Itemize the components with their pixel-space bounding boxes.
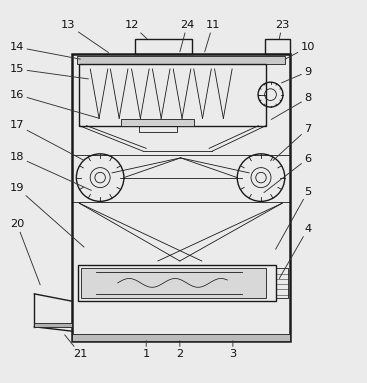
Text: 13: 13: [61, 20, 109, 52]
Text: 9: 9: [281, 67, 312, 83]
Bar: [276, 268, 288, 298]
Text: 7: 7: [273, 124, 312, 160]
Text: 5: 5: [276, 187, 312, 249]
Bar: [135, 39, 192, 54]
Text: 19: 19: [10, 183, 84, 247]
Text: 1: 1: [143, 340, 150, 359]
Bar: [72, 54, 290, 340]
Text: 21: 21: [65, 335, 88, 359]
Text: 4: 4: [279, 224, 311, 278]
Text: 14: 14: [10, 42, 80, 59]
Text: 17: 17: [10, 120, 84, 160]
Text: 23: 23: [275, 20, 290, 39]
Bar: [265, 39, 290, 54]
Text: 15: 15: [10, 64, 88, 79]
Bar: [121, 119, 195, 126]
Text: 2: 2: [176, 340, 184, 359]
Bar: [79, 64, 266, 126]
Text: 10: 10: [285, 42, 315, 59]
Bar: [72, 334, 290, 340]
Text: 16: 16: [10, 90, 99, 118]
Bar: [81, 268, 266, 298]
Text: 18: 18: [10, 152, 91, 190]
Bar: [139, 126, 177, 132]
Bar: [77, 56, 285, 64]
Bar: [78, 265, 276, 301]
Text: 3: 3: [229, 340, 236, 359]
Text: 8: 8: [271, 93, 312, 119]
Text: 24: 24: [180, 20, 194, 52]
Text: 12: 12: [125, 20, 147, 39]
Text: 11: 11: [205, 20, 220, 52]
Bar: [34, 323, 72, 327]
Text: 20: 20: [10, 219, 40, 285]
Circle shape: [86, 272, 108, 294]
Circle shape: [231, 272, 253, 294]
Text: 6: 6: [264, 154, 311, 193]
